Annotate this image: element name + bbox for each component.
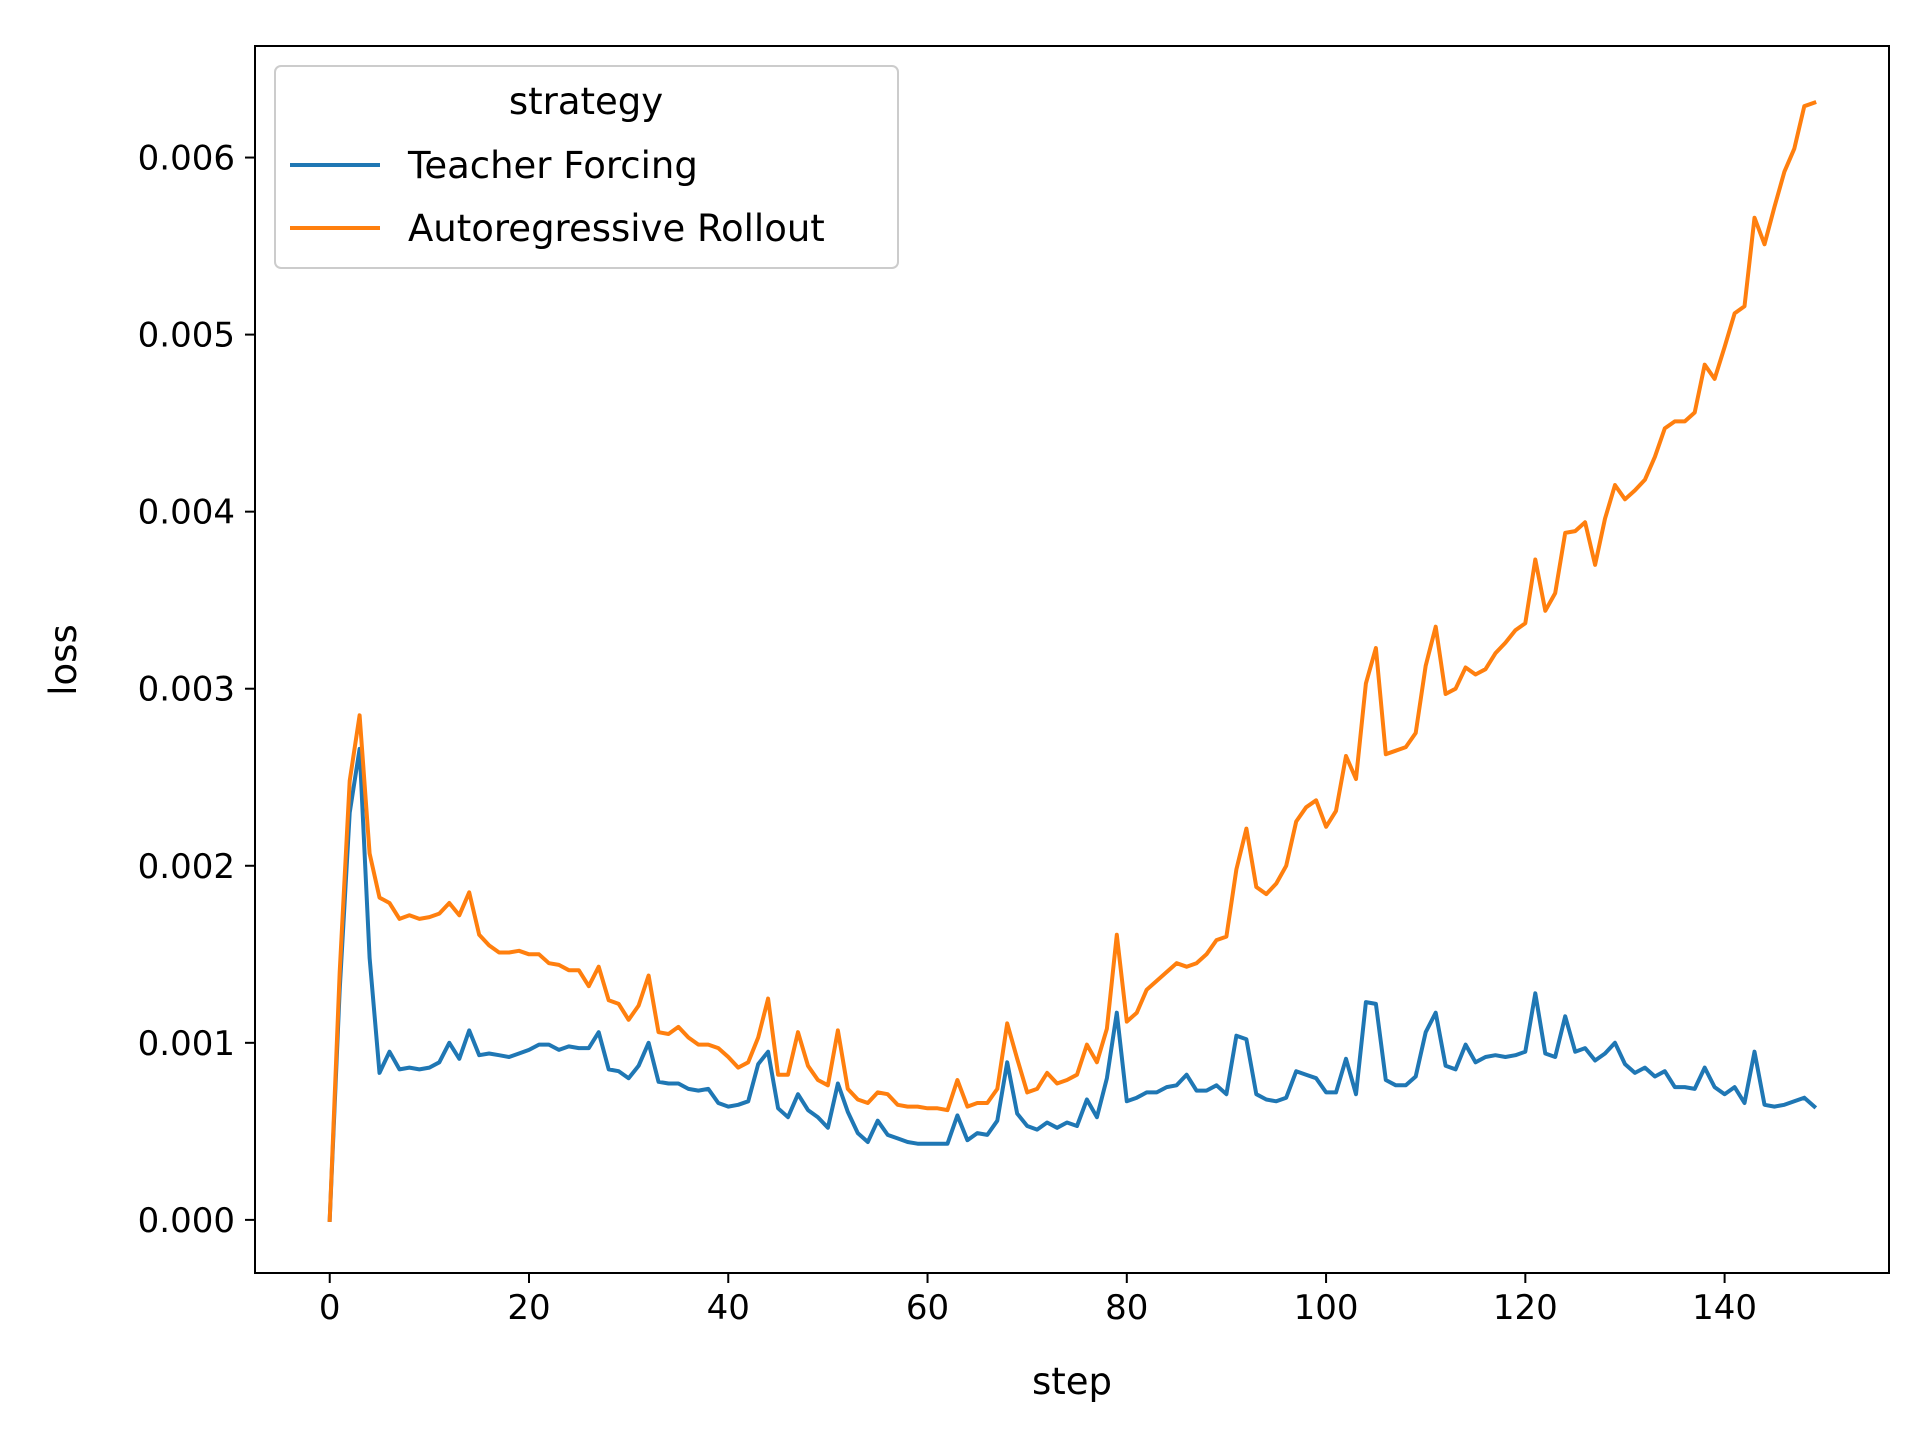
plot-frame xyxy=(254,45,1890,1274)
x-tick-label: 80 xyxy=(1105,1288,1148,1328)
y-tick-label: 0.001 xyxy=(138,1024,235,1064)
y-axis: 0.000 0.001 0.002 0.003 0.004 0.005 0.006 xyxy=(138,139,255,1241)
series-line-autoregressive-rollout xyxy=(327,100,1817,1222)
series-line-teacher-forcing xyxy=(327,746,1818,1222)
y-tick-label: 0.002 xyxy=(138,847,235,887)
y-tick-label: 0.006 xyxy=(138,139,235,179)
x-tick-label: 120 xyxy=(1493,1288,1558,1328)
legend-title: strategy xyxy=(509,80,663,123)
x-tick-label: 0 xyxy=(319,1288,341,1328)
y-tick-label: 0.000 xyxy=(138,1201,235,1241)
x-tick-label: 140 xyxy=(1692,1288,1757,1328)
x-tick-label: 40 xyxy=(707,1288,750,1328)
legend-box xyxy=(274,65,899,269)
x-tick-label: 20 xyxy=(507,1288,550,1328)
y-axis-label: loss xyxy=(42,624,85,695)
series-layer xyxy=(327,100,1818,1222)
legend-label-autoregressive-rollout: Autoregressive Rollout xyxy=(408,207,825,250)
x-axis: 0 20 40 60 80 100 120 140 xyxy=(319,1273,1757,1328)
legend: strategy Teacher Forcing Autoregressive … xyxy=(274,65,899,269)
x-tick-label: 60 xyxy=(906,1288,949,1328)
x-tick-label: 100 xyxy=(1294,1288,1359,1328)
y-tick-label: 0.003 xyxy=(138,670,235,710)
x-axis-label: step xyxy=(1032,1360,1112,1403)
y-tick-label: 0.005 xyxy=(138,316,235,356)
y-tick-label: 0.004 xyxy=(138,493,235,533)
legend-label-teacher-forcing: Teacher Forcing xyxy=(407,144,698,187)
